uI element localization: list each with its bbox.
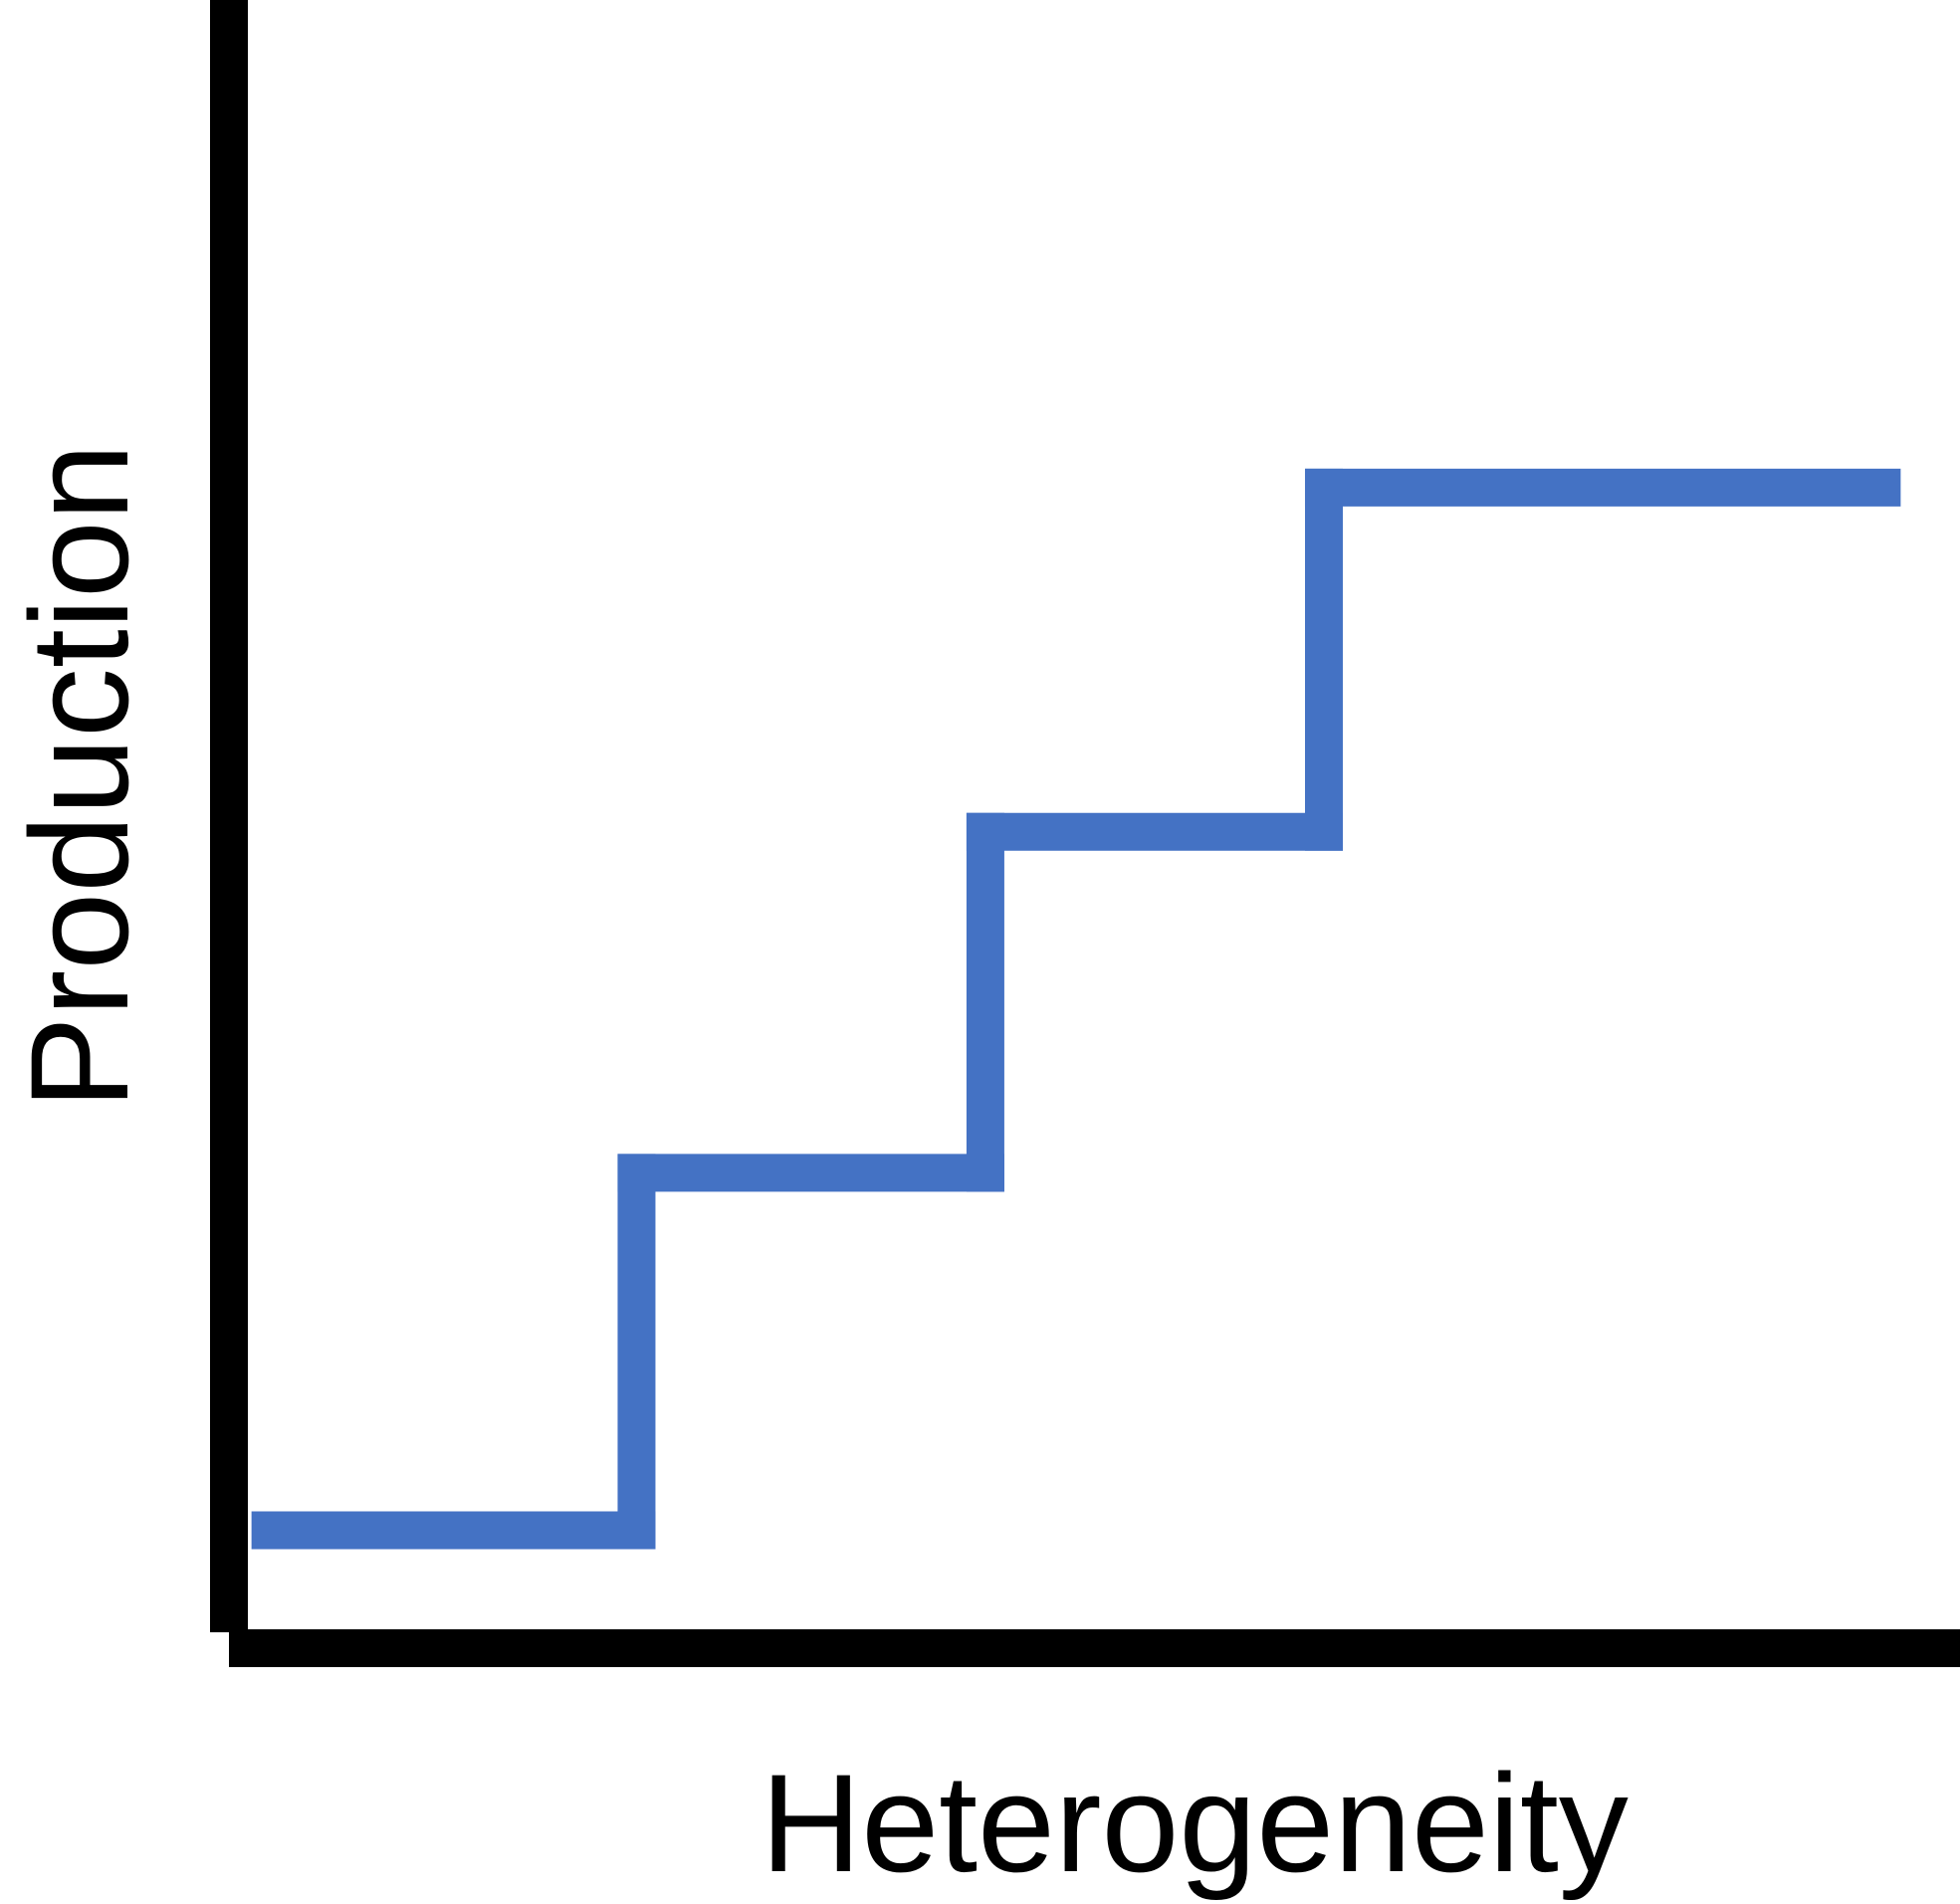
y-axis-label: Production [1, 443, 157, 1109]
x-axis-label: Heterogeneity [761, 1745, 1629, 1901]
